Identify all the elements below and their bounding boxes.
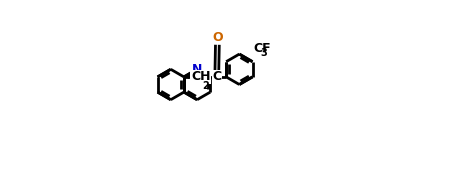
- Text: 2: 2: [202, 81, 209, 91]
- Text: O: O: [212, 31, 223, 44]
- Text: N: N: [192, 63, 202, 76]
- Text: CF: CF: [253, 42, 271, 55]
- Text: CH: CH: [191, 70, 210, 83]
- Text: C: C: [212, 70, 221, 83]
- Text: 3: 3: [260, 48, 267, 58]
